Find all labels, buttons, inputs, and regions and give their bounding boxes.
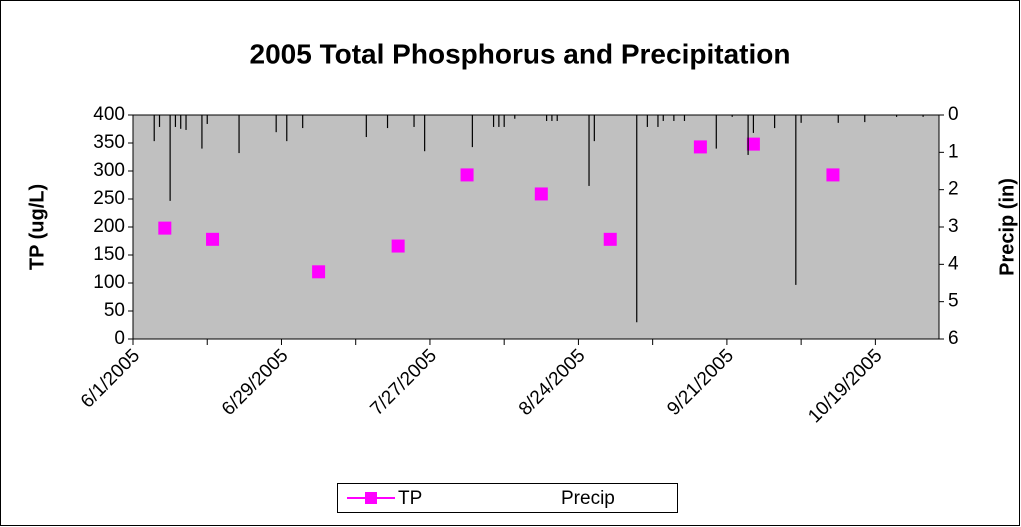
legend-label: TP xyxy=(398,488,422,509)
y-axis-label: TP (ug/L) xyxy=(26,184,48,270)
legend-marker xyxy=(365,492,377,504)
tp-point xyxy=(391,239,405,253)
y2-tick-label: 4 xyxy=(948,253,959,274)
y-tick-label: 50 xyxy=(104,300,125,321)
tp-point xyxy=(158,221,172,235)
plot-area xyxy=(132,114,940,340)
y-tick-label: 350 xyxy=(93,132,125,153)
y2-tick-label: 3 xyxy=(948,216,959,237)
tp-point xyxy=(603,232,617,246)
y-tick-label: 150 xyxy=(93,244,125,265)
tp-point xyxy=(534,187,548,201)
y2-tick-label: 5 xyxy=(948,291,959,312)
tp-point xyxy=(206,232,220,246)
y2-axis-label: Precip (in) xyxy=(996,178,1018,276)
y-tick-label: 200 xyxy=(93,216,125,237)
y-tick-label: 100 xyxy=(93,272,125,293)
tp-point xyxy=(460,168,474,182)
y2-tick-label: 2 xyxy=(948,179,959,200)
tp-point xyxy=(826,168,840,182)
chart-title: 2005 Total Phosphorus and Precipitation xyxy=(250,38,791,69)
y-tick-label: 0 xyxy=(114,328,125,349)
y-tick-label: 250 xyxy=(93,188,125,209)
y2-tick-label: 1 xyxy=(948,141,959,162)
tp-point xyxy=(746,137,760,151)
y2-tick-label: 6 xyxy=(948,328,959,349)
y2-tick-label: 0 xyxy=(948,104,959,125)
y-tick-label: 300 xyxy=(93,160,125,181)
tp-point xyxy=(693,140,707,154)
tp-point xyxy=(312,265,326,279)
legend-label: Precip xyxy=(561,488,615,509)
y-tick-label: 400 xyxy=(93,104,125,125)
